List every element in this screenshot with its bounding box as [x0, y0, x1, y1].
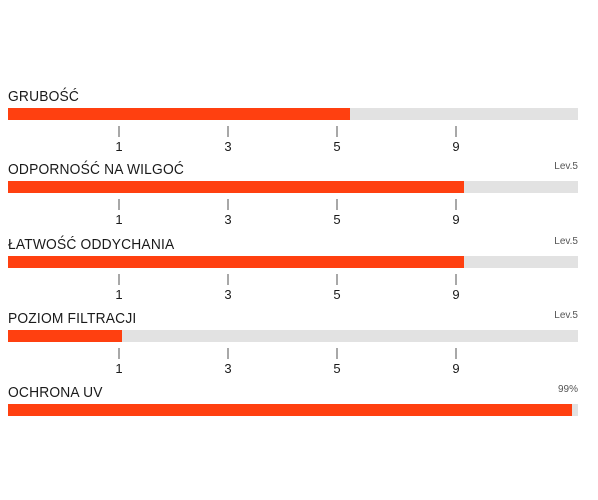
level-scale: 1 3 5 9: [0, 199, 598, 227]
scale-tick-label: 1: [115, 212, 123, 227]
level-scale: 1 3 5 9: [0, 348, 598, 376]
scale-tick-label: 5: [333, 361, 341, 376]
scale-tick-label: 9: [452, 361, 460, 376]
scale-tick: [118, 199, 120, 210]
scale-tick-label: 3: [224, 361, 232, 376]
scale-tick: [227, 126, 229, 137]
scale-tick: [118, 274, 120, 285]
scale-tick: [227, 274, 229, 285]
metric-value: 99%: [557, 384, 578, 395]
scale-tick: [336, 126, 338, 137]
scale-tick-label: 9: [452, 287, 460, 302]
scale-tick: [336, 199, 338, 210]
scale-tick: [336, 348, 338, 359]
progress-fill: [8, 256, 464, 268]
scale-tick-label: 3: [224, 139, 232, 154]
progress-track: [8, 108, 578, 120]
scale-tick: [227, 348, 229, 359]
metric-label: ODPORNOŚĆ NA WILGOĆ: [8, 161, 185, 178]
metric-label: POZIOM FILTRACJI: [8, 310, 137, 327]
scale-tick-label: 5: [333, 287, 341, 302]
metric-value: Lev.5: [554, 310, 578, 321]
level-scale: 1 3 5 9: [0, 274, 598, 302]
scale-tick-label: 5: [333, 139, 341, 154]
scale-tick: [455, 199, 457, 210]
progress-track: [8, 330, 578, 342]
progress-fill: [8, 108, 350, 120]
progress-track: [8, 181, 578, 193]
scale-tick: [455, 274, 457, 285]
scale-tick-label: 3: [224, 287, 232, 302]
scale-tick-label: 9: [452, 212, 460, 227]
metric-label: OCHRONA UV: [8, 384, 103, 401]
scale-tick: [455, 126, 457, 137]
progress-fill: [8, 181, 464, 193]
scale-tick-label: 5: [333, 212, 341, 227]
scale-tick: [336, 274, 338, 285]
progress-fill: [8, 330, 122, 342]
scale-tick: [118, 126, 120, 137]
scale-tick: [455, 348, 457, 359]
metric-label: ŁATWOŚĆ ODDYCHANIA: [8, 236, 175, 253]
level-scale: 1 3 5 9: [0, 126, 598, 154]
progress-track: [8, 404, 578, 416]
scale-tick-label: 9: [452, 139, 460, 154]
metric-label: GRUBOŚĆ: [8, 88, 80, 105]
progress-track: [8, 256, 578, 268]
metric-value: Lev.5: [554, 236, 578, 247]
scale-tick: [118, 348, 120, 359]
scale-tick-label: 1: [115, 361, 123, 376]
progress-fill: [8, 404, 573, 416]
metric-value: Lev.5: [554, 161, 578, 172]
scale-tick-label: 1: [115, 139, 123, 154]
scale-tick-label: 1: [115, 287, 123, 302]
scale-tick-label: 3: [224, 212, 232, 227]
scale-tick: [227, 199, 229, 210]
